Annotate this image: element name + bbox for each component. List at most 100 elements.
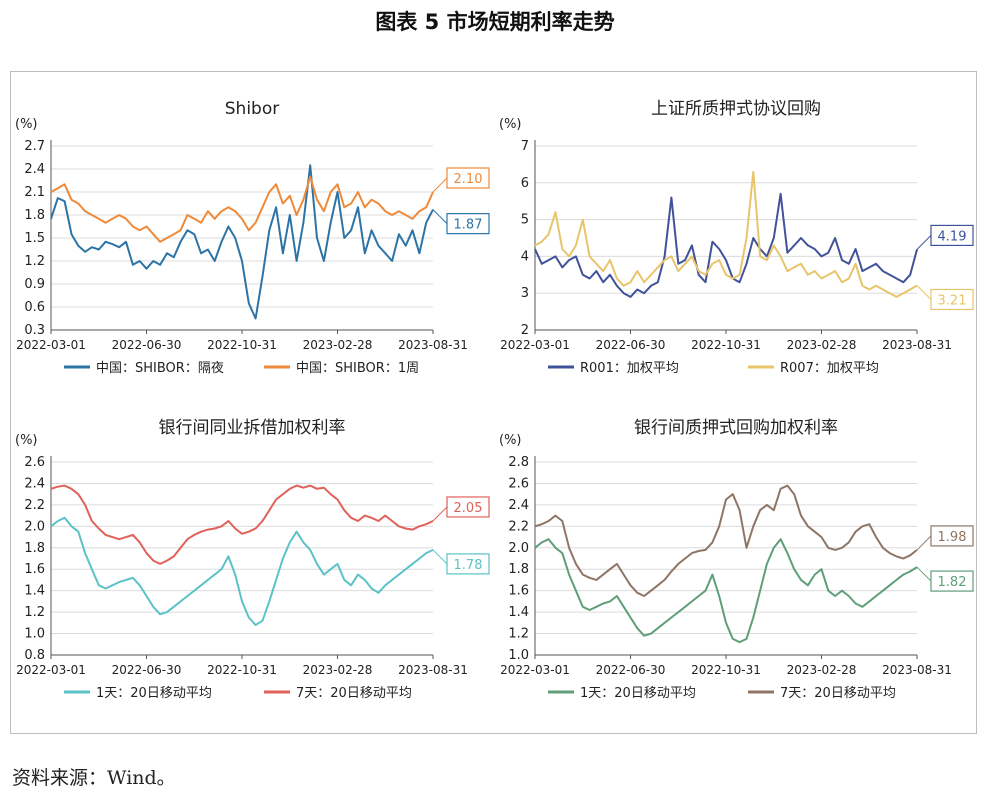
x-tick-label: 2022-10-31 — [691, 663, 761, 677]
callout-box — [446, 167, 490, 189]
y-tick-label: 2.6 — [24, 455, 45, 470]
series-line-1 — [534, 192, 918, 298]
y-tick-label: 2.4 — [24, 476, 45, 491]
y-axis-unit: (%) — [15, 433, 38, 448]
y-tick-label: 1.6 — [24, 562, 45, 577]
y-tick-label: 2.0 — [24, 519, 45, 534]
y-tick-label: 0.9 — [24, 277, 45, 292]
y-tick-label: 1.4 — [508, 605, 529, 620]
legend-label: 7天：20日移动平均 — [296, 686, 412, 701]
callout-box — [446, 553, 490, 575]
callout-box — [930, 570, 974, 592]
x-tick-label: 2022-03-01 — [500, 663, 570, 677]
series-line-2 — [534, 170, 918, 298]
callout-value: 1.98 — [938, 530, 967, 545]
y-tick-label: 1.2 — [508, 627, 529, 642]
y-tick-label: 0.3 — [24, 323, 45, 338]
y-tick-label: 2.2 — [24, 498, 45, 513]
source-note: 资料来源：Wind。 — [12, 767, 176, 789]
chart-svg-sse-repo: 上证所质押式协议回购 (%) 2 3 4 5 6 7 2022-03-01 2022-06-30 2… — [499, 99, 974, 376]
legend-label: 1天：20日移动平均 — [96, 686, 212, 701]
series-line-1 — [534, 538, 918, 644]
y-tick-label: 2.2 — [508, 519, 529, 534]
y-tick-label: 2.1 — [24, 185, 45, 200]
callout-box — [930, 525, 974, 547]
x-tick-label: 2022-06-30 — [112, 338, 182, 352]
series-line-1 — [50, 164, 434, 320]
x-tick-label: 2022-10-31 — [207, 338, 277, 352]
y-tick-label: 6 — [521, 176, 529, 191]
callout-pointer — [916, 285, 932, 300]
x-tick-label: 2023-08-31 — [882, 663, 952, 677]
callout-pointer — [916, 535, 932, 551]
callout-pointer — [432, 209, 448, 224]
callout-pointer — [432, 549, 448, 565]
y-tick-label: 1.6 — [508, 584, 529, 599]
chart-title: Shibor — [225, 99, 279, 119]
y-tick-label: 1.8 — [24, 541, 45, 556]
callout-box — [930, 288, 974, 311]
callout-value: 1.87 — [454, 218, 483, 233]
x-tick-label: 2022-03-01 — [16, 338, 86, 352]
y-tick-label: 1.0 — [508, 648, 529, 663]
legend-label: R007：加权平均 — [780, 360, 879, 376]
y-tick-label: 1.2 — [24, 254, 45, 269]
series-line-2 — [50, 175, 434, 243]
chart-frame: Shibor (%) 0.3 0.6 0.9 1.2 1.5 1.8 2.1 2.4 2.7 2022… — [10, 71, 977, 734]
y-axis-unit: (%) — [499, 117, 522, 132]
callout-value: 3.21 — [938, 293, 967, 308]
y-tick-label: 2.8 — [508, 455, 529, 470]
y-tick-label: 2.0 — [508, 541, 529, 556]
x-tick-label: 2022-10-31 — [207, 663, 277, 677]
callout-value: 4.19 — [938, 229, 967, 244]
x-tick-label: 2022-10-31 — [691, 338, 761, 352]
y-tick-label: 2.4 — [24, 162, 45, 177]
x-tick-label: 2023-02-28 — [787, 338, 857, 352]
x-tick-label: 2023-02-28 — [303, 338, 373, 352]
callout-pointer — [916, 235, 932, 250]
y-tick-label: 2 — [521, 323, 529, 338]
chart-svg-interbank-lending: 银行间同业拆借加权利率 (%) 0.8 1.0 1.2 1.4 1.6 1.8 2.0 2.2 2.… — [15, 418, 490, 701]
y-tick-label: 1.5 — [24, 231, 45, 246]
legend-label: 1天：20日移动平均 — [580, 686, 696, 701]
x-tick-label: 2022-06-30 — [596, 663, 666, 677]
y-tick-label: 4 — [521, 249, 529, 264]
y-tick-label: 2.4 — [508, 498, 529, 513]
callout-pointer — [916, 566, 932, 582]
series-line-2 — [50, 484, 434, 565]
y-tick-label: 1.8 — [508, 562, 529, 577]
y-axis-unit: (%) — [499, 433, 522, 448]
callout-value: 1.78 — [454, 558, 483, 573]
x-tick-label: 2023-08-31 — [882, 338, 952, 352]
y-tick-label: 5 — [521, 213, 529, 228]
chart-svg-interbank-repo: 银行间质押式回购加权利率 (%) 1.0 1.2 1.4 1.6 1.8 2.0 2.2 2.4 2… — [499, 418, 974, 701]
chart-panel-interbank-repo: 银行间质押式回购加权利率 (%) 1.0 1.2 1.4 1.6 1.8 2.0 2.2 2.4 2… — [495, 409, 985, 739]
y-tick-label: 1.4 — [24, 584, 45, 599]
chart-svg-shibor: Shibor (%) 0.3 0.6 0.9 1.2 1.5 1.8 2.1 2.4 2.7 2022… — [15, 99, 490, 376]
callout-pointer — [432, 177, 448, 193]
legend-label: R001：加权平均 — [580, 360, 679, 376]
chart-title: 银行间质押式回购加权利率 — [634, 418, 838, 438]
figure-title: 图表 5 市场短期利率走势 — [375, 10, 615, 34]
x-tick-label: 2023-02-28 — [303, 663, 373, 677]
x-tick-label: 2022-03-01 — [500, 338, 570, 352]
chart-title: 银行间同业拆借加权利率 — [159, 418, 346, 438]
x-tick-label: 2023-08-31 — [398, 663, 468, 677]
chart-panel-shibor: Shibor (%) 0.3 0.6 0.9 1.2 1.5 1.8 2.1 2.4 2.7 2022… — [11, 90, 501, 420]
x-tick-label: 2023-02-28 — [787, 663, 857, 677]
y-axis-unit: (%) — [15, 117, 38, 132]
y-tick-label: 1.0 — [24, 627, 45, 642]
callout-box — [446, 496, 490, 518]
y-tick-label: 0.8 — [24, 648, 45, 663]
chart-panel-sse-repo: 上证所质押式协议回购 (%) 2 3 4 5 6 7 2022-03-01 2022-06-30 2… — [495, 90, 985, 420]
legend-label: 中国：SHIBOR：1周 — [296, 361, 419, 376]
y-tick-label: 2.7 — [24, 139, 45, 154]
callout-pointer — [432, 506, 448, 522]
y-tick-label: 3 — [521, 286, 529, 301]
legend-label: 中国：SHIBOR：隔夜 — [96, 361, 224, 376]
y-tick-label: 0.6 — [24, 300, 45, 315]
x-tick-label: 2023-08-31 — [398, 338, 468, 352]
series-line-2 — [534, 484, 918, 597]
callout-box — [446, 213, 490, 235]
x-tick-label: 2022-03-01 — [16, 663, 86, 677]
